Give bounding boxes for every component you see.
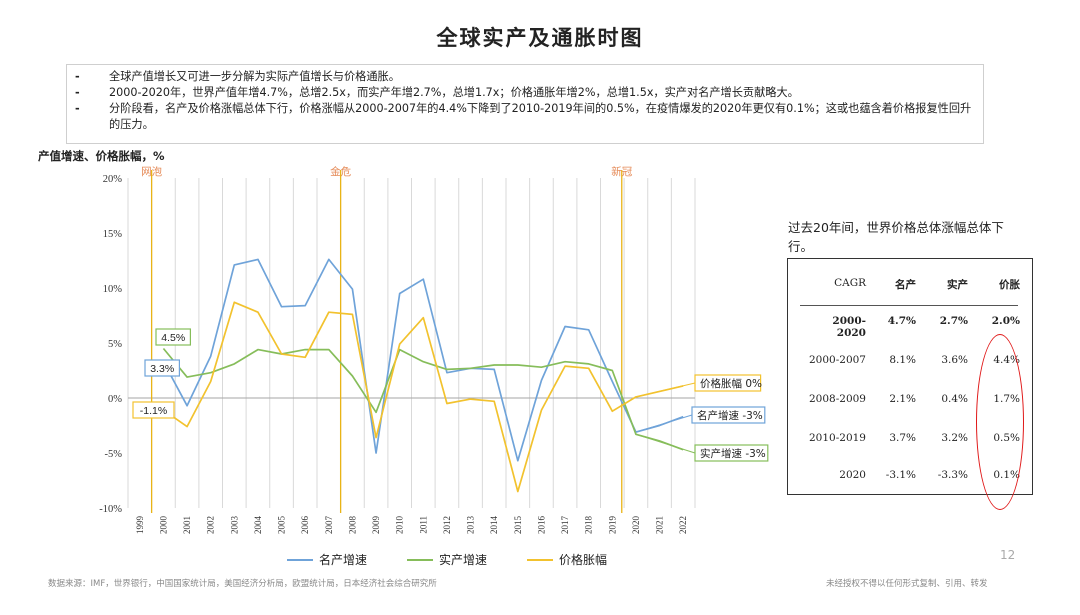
x-tick-label: 2022: [678, 516, 688, 534]
summary-box: - 全球产值增长又可进一步分解为实际产值增长与价格通胀。 -2000-2020年，…: [66, 64, 984, 144]
event-label: 网泡: [141, 165, 162, 178]
table-row-label: 2000-2007: [809, 354, 866, 366]
x-tick-label: 2000: [158, 516, 168, 535]
y-tick-label: 20%: [103, 174, 123, 185]
legend-item-real: 实产增速: [407, 551, 487, 568]
table-cell: 2.7%: [939, 315, 968, 327]
table-header-cell: CAGR: [834, 277, 866, 289]
bullet-text: 2000-2020年，世界产值年增4.7%，总增2.5x，而实产年增2.7%，总…: [109, 86, 799, 99]
x-tick-label: 2005: [277, 516, 287, 535]
end-label-leader: [635, 382, 696, 398]
legend-swatch: [287, 558, 313, 561]
legend-label: 价格胀幅: [559, 553, 608, 567]
bullet-text: 分阶段看，名产及价格涨幅总体下行，价格涨幅从2000-2007年的4.4%下降到…: [109, 102, 972, 131]
y-tick-label: -10%: [99, 504, 122, 515]
x-tick-label: 2013: [466, 516, 476, 535]
table-cell: -3.3%: [937, 469, 968, 481]
series-line-price: [162, 301, 684, 493]
series-line-real: [162, 347, 684, 451]
event-label: 金危: [330, 165, 351, 178]
y-tick-label: 0%: [108, 394, 122, 405]
line-chart: -10% -5% 0% 5% 10% 15% 20% 1999 2000 2001 2002 2003…: [99, 165, 769, 535]
end-label-box: [691, 406, 766, 424]
start-label-text: 4.5%: [161, 332, 185, 344]
y-tick-label: 15%: [103, 229, 123, 240]
x-tick-label: 2015: [513, 516, 523, 535]
y-tick-label: 10%: [103, 284, 123, 295]
legend-label: 名产增速: [319, 553, 368, 567]
x-tick-label: 2021: [655, 516, 665, 534]
end-label-text: 实产增速 -3%: [700, 447, 766, 460]
bullet-item: -2000-2020年，世界产值年增4.7%，总增2.5x，而实产年增2.7%，…: [75, 85, 975, 101]
legend-item-price: 价格胀幅: [527, 551, 607, 568]
table-cell: 0.4%: [941, 393, 968, 405]
end-label-text: 名产增速 -3%: [697, 409, 763, 422]
x-tick-label: 1999: [135, 516, 145, 535]
bullet-text: 全球产值增长又可进一步分解为实际产值增长与价格通胀。: [109, 70, 400, 83]
copyright-notice: 未经授权不得以任何形式复制、引用、转发: [826, 579, 988, 589]
end-label-leader: [635, 433, 696, 454]
end-label-leader: [635, 414, 693, 433]
legend-swatch: [527, 558, 554, 561]
side-note: 过去20年间，世界价格总体涨幅总体下行。: [788, 220, 1004, 254]
x-tick-label: 2008: [347, 516, 357, 535]
highlight-oval: [976, 334, 1024, 510]
bullet-item: - 全球产值增长又可进一步分解为实际产值增长与价格通胀。: [75, 69, 975, 85]
table-header-cell: 名产: [895, 279, 916, 291]
start-label-text: -1.1%: [140, 405, 167, 417]
table-row-label: 2020: [839, 469, 866, 481]
x-tick-label: 2001: [182, 516, 192, 534]
table-header-cell: 价胀: [999, 279, 1020, 291]
table-row-label: 2010-2019: [809, 432, 866, 444]
end-label-box: [694, 374, 762, 392]
table-cell: 4.7%: [887, 315, 916, 327]
table-header-cell: 实产: [947, 279, 968, 291]
x-tick-label: 2003: [229, 516, 239, 535]
x-tick-label: 2016: [536, 516, 546, 535]
y-tick-label: -5%: [105, 449, 123, 460]
legend-swatch: [407, 558, 434, 561]
table-cell: 8.1%: [889, 354, 916, 366]
x-tick-label: 2018: [584, 516, 594, 535]
x-tick-label: 2014: [489, 516, 499, 535]
table-cell: 2.0%: [991, 315, 1020, 327]
table-cell: 3.6%: [941, 354, 968, 366]
x-tick-label: 2006: [300, 516, 310, 535]
x-tick-label: 2017: [560, 516, 570, 535]
y-tick-label: 5%: [108, 339, 122, 350]
page-title: 全球实产及通胀时图: [436, 25, 644, 50]
end-label-box: [694, 444, 769, 462]
table-cell: 3.7%: [889, 432, 916, 444]
table-row-label: 2000-2020: [832, 315, 866, 339]
table-header-rule: [800, 305, 1018, 306]
start-label-box: [144, 359, 181, 377]
cagr-table: CAGR 名产 实产 价胀 2000-2020 4.7% 2.7% 2.0% 2000-2007…: [787, 258, 1033, 495]
table-cell: 3.2%: [941, 432, 968, 444]
start-label-box: [132, 401, 175, 419]
x-tick-label: 2010: [395, 516, 405, 535]
end-label-text: 价格胀幅 0%: [700, 377, 762, 390]
x-tick-label: 2020: [631, 516, 641, 535]
data-source: 数据来源：IMF，世界银行，中国国家统计局，美国经济分析局，欧盟统计局，日本经济…: [48, 579, 437, 589]
legend-label: 实产增速: [439, 553, 488, 567]
event-label: 新冠: [611, 165, 632, 178]
x-tick-label: 2019: [607, 516, 617, 535]
x-tick-label: 2012: [442, 516, 452, 534]
table-cell: 2.1%: [889, 393, 916, 405]
bullet-item: - 分阶段看，名产及价格涨幅总体下行，价格涨幅从2000-2007年的4.4%下降…: [75, 101, 975, 133]
y-axis-label: 产值增速、价格胀幅，%: [38, 149, 165, 163]
table-row-label: 2008-2009: [809, 393, 866, 405]
legend-item-nominal: 名产增速: [287, 551, 367, 568]
x-tick-label: 2009: [371, 516, 381, 535]
series-line-nominal: [162, 258, 684, 462]
chart-legend: 名产增速 实产增速 价格胀幅: [287, 551, 607, 568]
table-cell: -3.1%: [885, 469, 916, 481]
start-label-box: [155, 328, 192, 346]
x-tick-label: 2007: [324, 516, 334, 535]
x-tick-label: 2004: [253, 516, 263, 535]
x-tick-label: 2002: [206, 516, 216, 534]
page-number: 12: [1000, 548, 1016, 562]
start-label-text: 3.3%: [150, 363, 174, 375]
x-tick-label: 2011: [418, 516, 428, 534]
